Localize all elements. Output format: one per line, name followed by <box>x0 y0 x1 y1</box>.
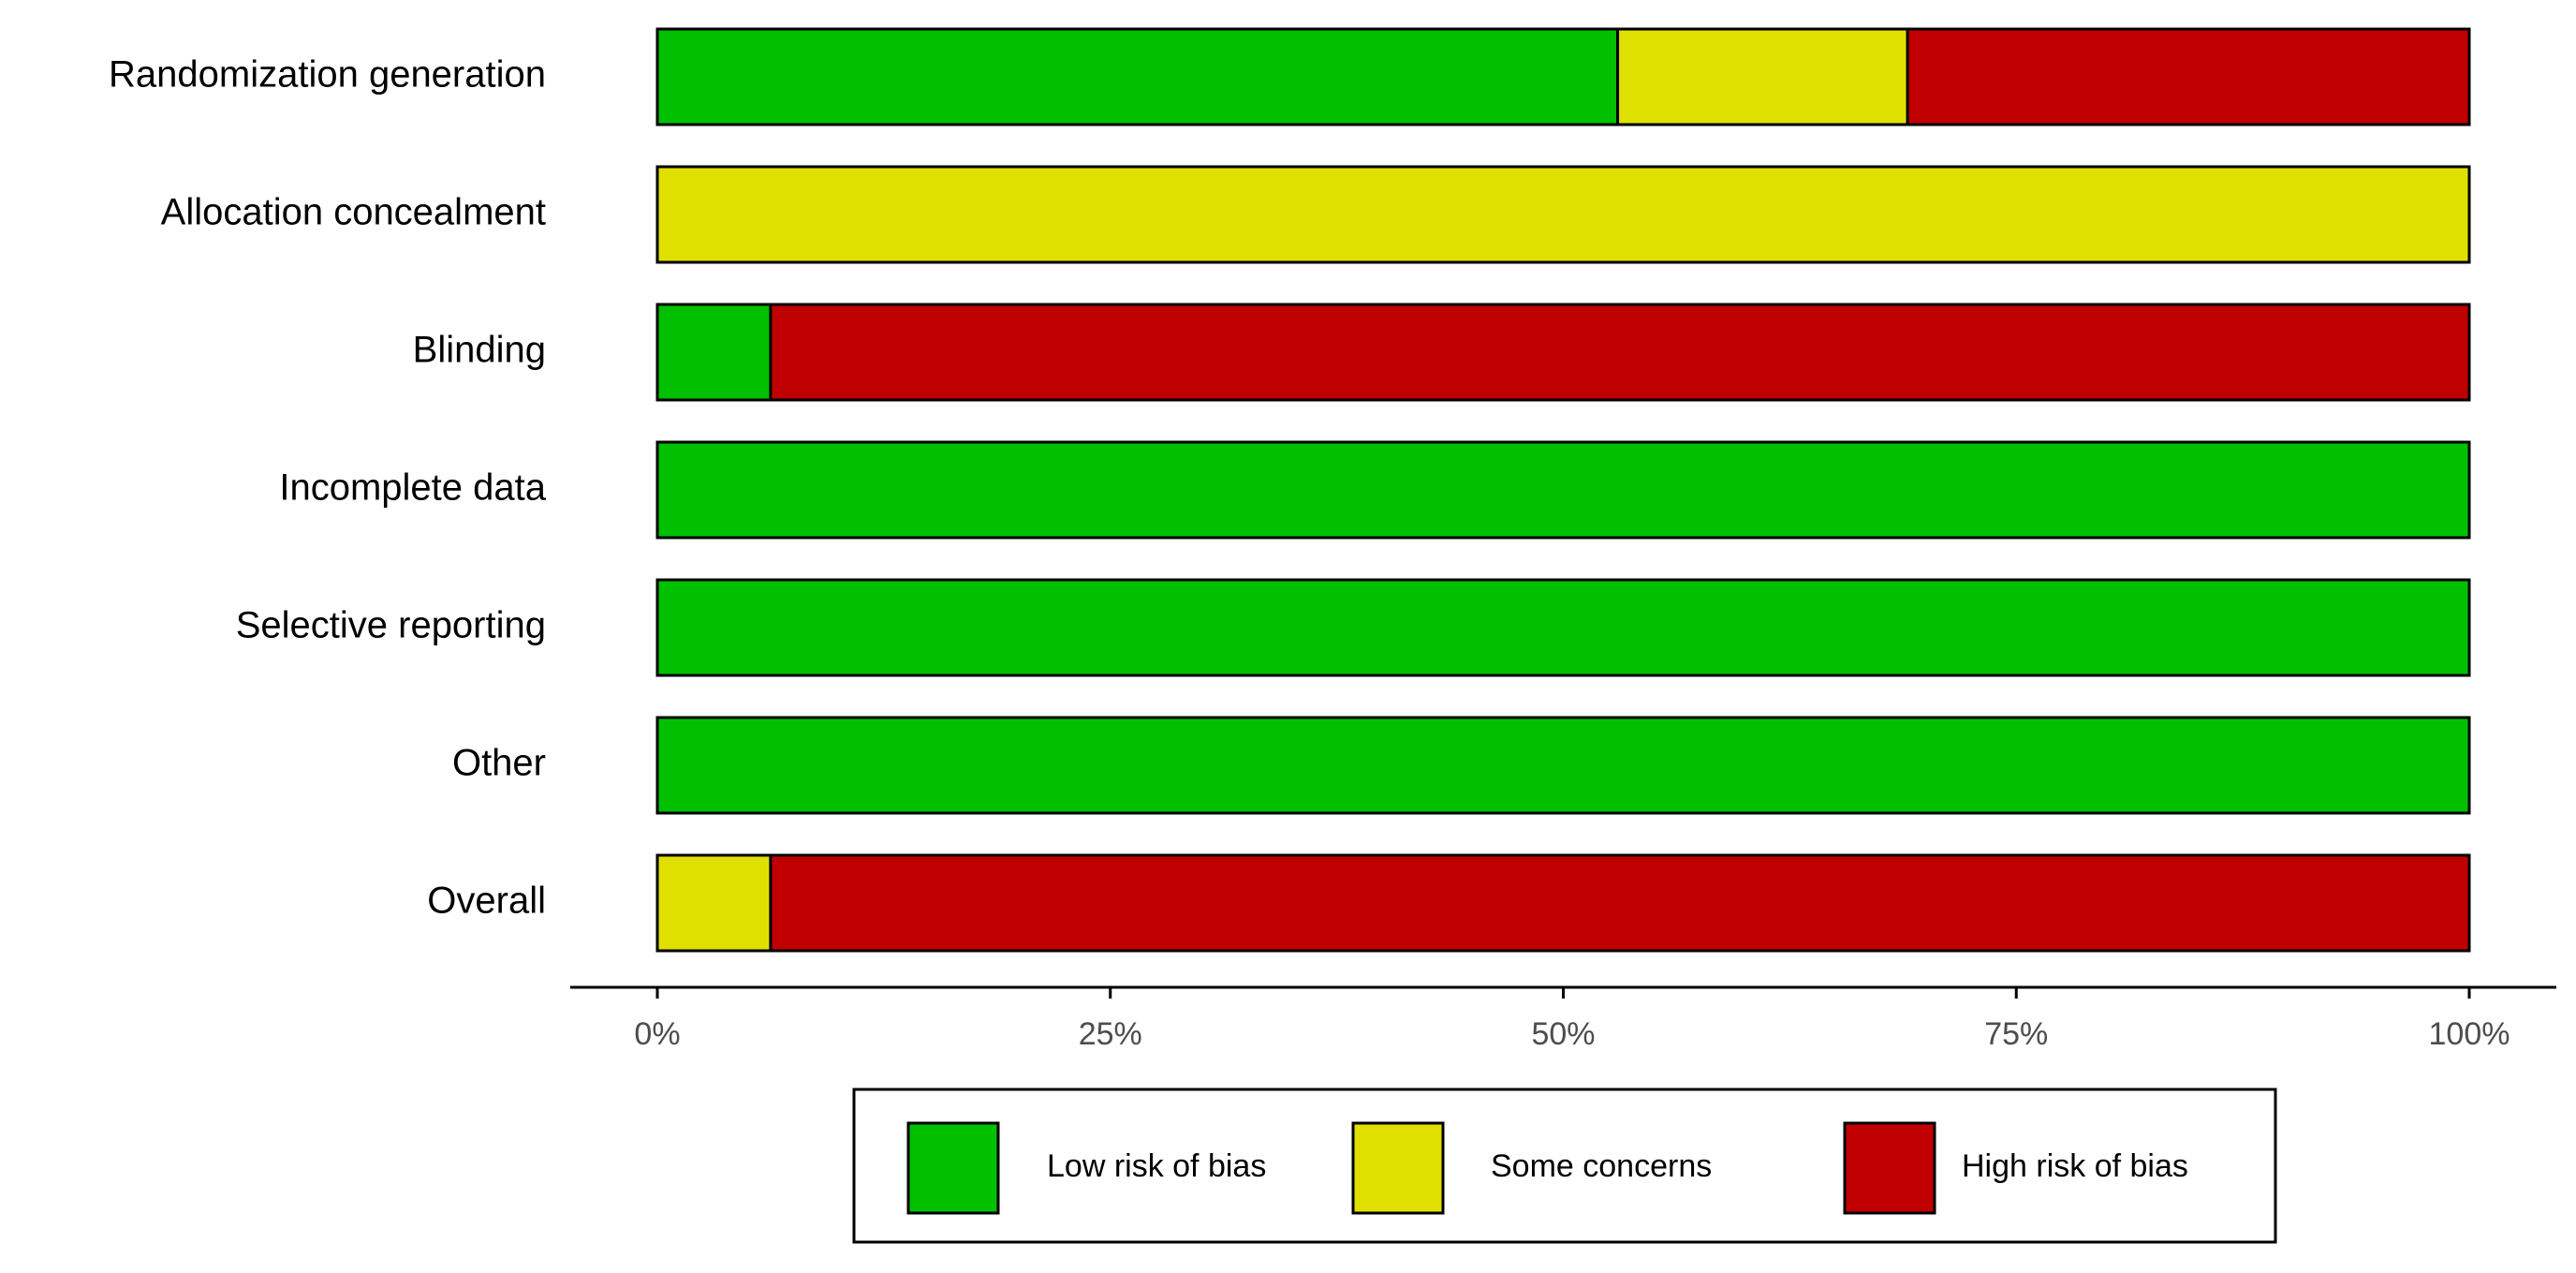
bar-row-blinding <box>655 303 2471 402</box>
bar-overall-high-risk-of-bias <box>769 853 2471 953</box>
legend-item-some-concerns: Some concerns <box>1351 1121 1712 1215</box>
legend: Low risk of bias Some concerns High risk o… <box>852 1088 2277 1244</box>
bar-randomization-generation-some-concerns <box>1616 27 1909 126</box>
bar-blinding-low-risk-of-bias <box>655 303 773 402</box>
category-label: Selective reporting <box>236 605 546 646</box>
bar-randomization-generation-low-risk-of-bias <box>655 27 1620 126</box>
bar-row-other <box>655 716 2471 815</box>
legend-label: Some concerns <box>1491 1148 1712 1184</box>
bar-blinding-high-risk-of-bias <box>769 303 2471 402</box>
bar-row-randomization-generation <box>655 27 2471 126</box>
category-label: Incomplete data <box>279 467 546 509</box>
category-label: Allocation concealment <box>161 192 546 233</box>
bar-other-low-risk-of-bias <box>655 716 2471 815</box>
bars-layer <box>655 27 2471 953</box>
x-tick-label: 0% <box>634 1016 680 1052</box>
x-tick-label: 25% <box>1079 1016 1142 1052</box>
category-label: Randomization generation <box>109 54 546 96</box>
category-label: Blinding <box>413 330 546 371</box>
x-tick-label: 100% <box>2429 1016 2510 1052</box>
bar-row-overall <box>655 853 2471 953</box>
x-tick-label: 50% <box>1531 1016 1595 1052</box>
bar-incomplete-data-low-risk-of-bias <box>655 440 2471 540</box>
category-labels: Randomization generation Allocation conce… <box>109 54 547 922</box>
legend-swatch <box>906 1121 1000 1215</box>
legend-item-high-risk-of-bias: High risk of bias <box>1843 1121 2188 1215</box>
bar-randomization-generation-high-risk-of-bias <box>1906 27 2471 126</box>
category-label: Overall <box>427 881 546 922</box>
category-label: Other <box>452 743 546 784</box>
bar-overall-some-concerns <box>655 853 773 953</box>
legend-box <box>852 1088 2277 1244</box>
legend-item-low-risk-of-bias: Low risk of bias <box>906 1121 1266 1215</box>
legend-label: High risk of bias <box>1962 1148 2188 1184</box>
bar-row-incomplete-data <box>655 440 2471 540</box>
x-axis: 0% 25% 50% 75% 100% <box>570 985 2556 1052</box>
legend-swatch <box>1351 1121 1445 1215</box>
bar-selective-reporting-low-risk-of-bias <box>655 578 2471 677</box>
x-tick-label: 75% <box>1984 1016 2048 1052</box>
legend-label: Low risk of bias <box>1047 1148 1266 1184</box>
bar-row-selective-reporting <box>655 578 2471 677</box>
bar-allocation-concealment-some-concerns <box>655 165 2471 264</box>
bar-row-allocation-concealment <box>655 165 2471 264</box>
legend-swatch <box>1843 1121 1936 1215</box>
